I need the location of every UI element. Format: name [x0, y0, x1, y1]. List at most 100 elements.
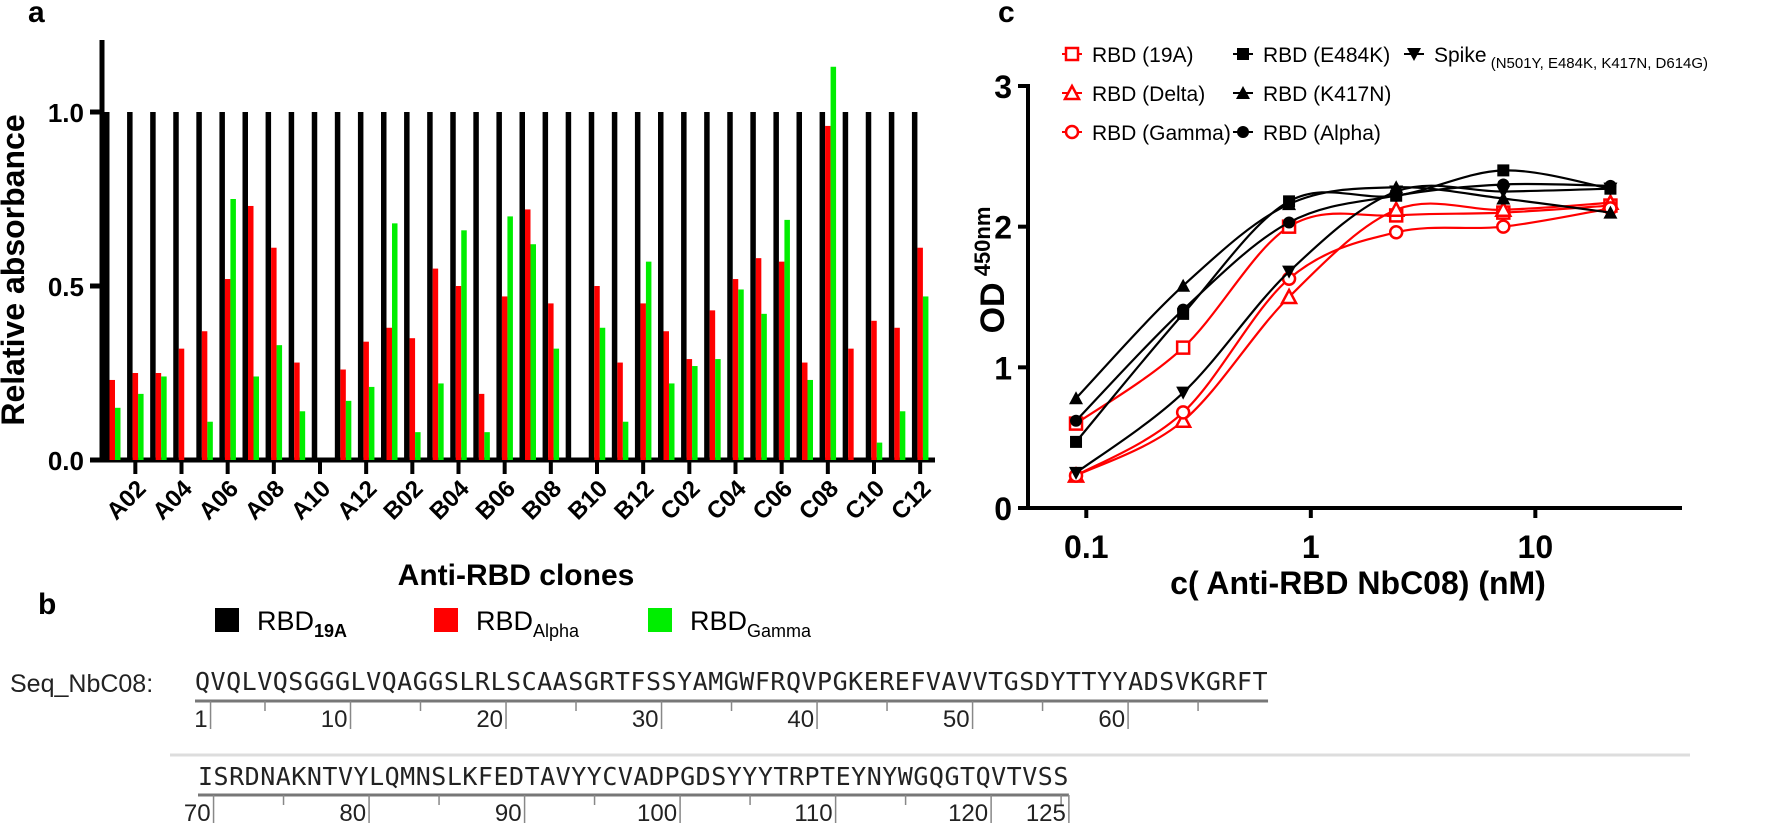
- bar-rbd19a: [104, 112, 110, 460]
- bar-rbd19a: [611, 112, 618, 460]
- x-tick-label: B02: [378, 475, 428, 525]
- bar-rbd19a: [842, 112, 849, 460]
- x-tick-label: A02: [101, 475, 151, 525]
- bar-rbdalpha: [548, 303, 554, 460]
- bar-rbdalpha: [686, 359, 693, 460]
- y-axis-label: Relative absorbance: [0, 114, 31, 425]
- bar-rbd19a: [473, 112, 479, 460]
- bar-rbdgamma: [392, 223, 398, 460]
- x-tick-label: A08: [240, 475, 290, 525]
- bar-rbd19a: [265, 112, 272, 460]
- marker-open-triangle: [1494, 200, 1513, 218]
- x-tick-label: B10: [563, 475, 613, 525]
- bar-rbd19a: [173, 112, 179, 460]
- legend-swatch-19a: [215, 608, 239, 632]
- x-tick-label: C10: [840, 475, 890, 525]
- bar-rbd19a: [888, 112, 895, 460]
- sequence-panel: Seq_NbC08: QVQLVQSGGGLVQAGGSLRLSCAASGRTF…: [0, 655, 1772, 825]
- bar-rbdgamma: [553, 348, 560, 460]
- bar-rbdalpha: [340, 369, 346, 460]
- y-tick-label: 1: [994, 350, 1012, 386]
- marker-filled-circle: [1177, 303, 1190, 316]
- bar-rbd19a: [658, 112, 664, 460]
- bar-rbd19a: [150, 112, 156, 460]
- x-axis-label: Anti-RBD clones: [398, 559, 635, 592]
- bar-rbdalpha: [294, 362, 300, 460]
- x-axis-label: c( Anti-RBD NbC08) (nM): [1170, 565, 1546, 601]
- legend-swatch-alpha: [434, 608, 458, 632]
- legend-item-4: RBD (E484K): [1233, 44, 1390, 67]
- bar-rbdgamma: [922, 296, 929, 460]
- bar-rbd19a: [404, 112, 410, 460]
- legend-label: RBD (E484K): [1263, 44, 1390, 67]
- fit-curve: [1075, 182, 1611, 422]
- bar-rbdgamma: [461, 230, 467, 460]
- bar-rbdalpha: [201, 331, 208, 460]
- marker-filled-triangle: [1176, 278, 1191, 292]
- bar-rbd19a: [427, 112, 433, 460]
- bar-rbd19a: [381, 112, 387, 460]
- bar-rbdalpha: [917, 247, 923, 460]
- x-tick-label: 0.1: [1064, 529, 1108, 565]
- x-tick-label: C12: [886, 475, 936, 525]
- legend-label: Spike (N501Y, E484K, K417N, D614G): [1434, 44, 1708, 72]
- ruler-label: 1: [194, 706, 207, 733]
- legend-label-alpha: RBDAlpha: [476, 606, 580, 641]
- bar-rbd19a: [727, 112, 733, 460]
- legend-item-6: RBD (Alpha): [1233, 122, 1381, 145]
- bar-rbdalpha: [778, 261, 785, 460]
- bar-rbdalpha: [409, 338, 416, 460]
- y-tick-label: 0.0: [48, 446, 84, 476]
- legend-swatch-gamma: [648, 608, 672, 632]
- x-tick-label: C06: [748, 475, 798, 525]
- legend-label-gamma: RBDGamma: [690, 606, 812, 641]
- legend-label: RBD (Gamma): [1092, 122, 1231, 145]
- marker-filled-triangle: [1236, 86, 1250, 99]
- bar-rbdgamma: [599, 327, 606, 460]
- fit-curve: [1075, 186, 1611, 400]
- sequence-label: Seq_NbC08:: [10, 670, 154, 698]
- bar-rbd19a: [911, 112, 918, 460]
- marker-filled-triangle: [1603, 205, 1618, 219]
- bar-rbd19a: [704, 112, 710, 460]
- bar-rbdgamma: [276, 345, 283, 460]
- bar-rbdalpha: [224, 279, 231, 460]
- bar-chart-relative-absorbance: 0.0 0.5 1.0 Relative absorbance A02A04A06A08…: [0, 40, 936, 641]
- series-spike: [1069, 182, 1618, 480]
- ruler-label: 60: [1098, 706, 1125, 733]
- bar-rbdgamma: [530, 244, 536, 460]
- marker-filled-square: [1497, 164, 1510, 177]
- marker-filled-down-triangle: [1603, 182, 1618, 196]
- bar-rbdgamma: [138, 393, 144, 460]
- bar-rbdgamma: [669, 383, 675, 460]
- bar-rbdalpha: [617, 362, 623, 460]
- series-rbd-delta-: [1066, 193, 1620, 483]
- bar-rbd19a: [288, 112, 295, 460]
- marker-filled-triangle: [1282, 197, 1297, 211]
- ruler-label: 20: [476, 706, 503, 733]
- bar-rbdgamma: [207, 421, 213, 460]
- bar-rbdalpha: [894, 327, 900, 460]
- bar-rbdgamma: [876, 442, 883, 460]
- bar-rbd19a: [219, 112, 225, 460]
- bar-rbd19a: [542, 112, 549, 460]
- sequence-line-1: QVQLVQSGGGLVQAGGSLRLSCAASGRTFSSYAMGWFRQV…: [195, 667, 1269, 696]
- legend-item-5: RBD (K417N): [1233, 83, 1391, 106]
- bar-rbdalpha: [709, 310, 716, 460]
- panel-c-letter: c: [998, 0, 1015, 29]
- y-tick-label: 1.0: [48, 98, 84, 128]
- bar-rbdalpha: [594, 286, 600, 460]
- marker-filled-square: [1070, 435, 1083, 448]
- bar-rbdgamma: [253, 376, 259, 460]
- bar-rbd19a: [196, 112, 202, 460]
- marker-open-circle: [1388, 225, 1404, 240]
- panel-b-letter: b: [38, 588, 57, 621]
- x-tick-label: C04: [702, 475, 753, 526]
- bar-rbd19a: [819, 112, 826, 460]
- x-tick-label: A10: [286, 475, 336, 525]
- marker-filled-down-triangle: [1389, 185, 1404, 199]
- bar-rbd19a: [773, 112, 779, 460]
- bar-rbdalpha: [132, 373, 139, 460]
- bar-rbdalpha: [248, 205, 254, 460]
- bar-rbdalpha: [825, 125, 831, 461]
